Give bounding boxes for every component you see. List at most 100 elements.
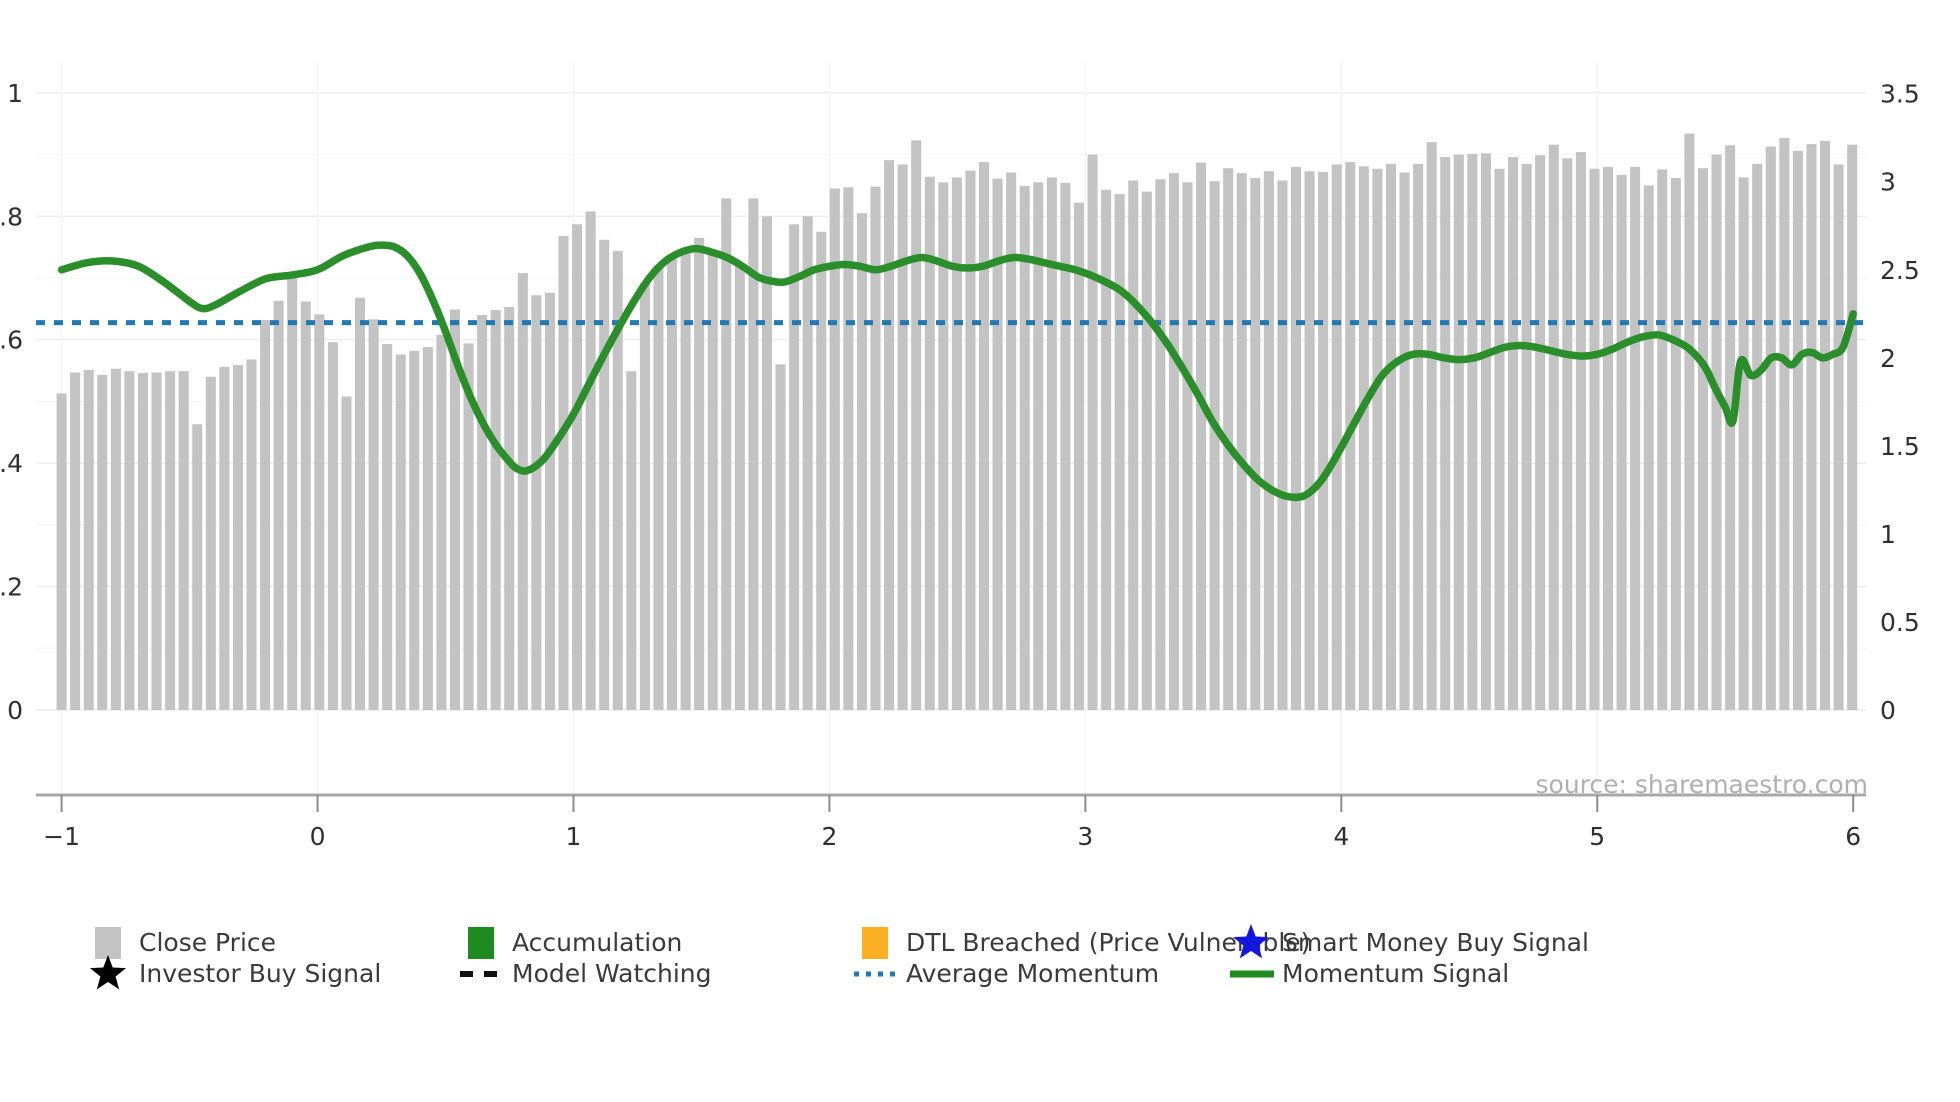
bar-close-price — [965, 170, 976, 710]
bar-close-price — [273, 300, 284, 710]
legend-item[interactable]: Model Watching — [460, 959, 712, 988]
bar-close-price — [260, 319, 271, 710]
bar-close-price — [1684, 133, 1695, 711]
bar-close-price — [422, 347, 433, 710]
bar-close-price — [599, 239, 610, 711]
legend-item[interactable]: Investor Buy Signal — [89, 955, 381, 990]
y-axis-left-tick-label: 0 — [7, 696, 23, 725]
y-axis-right-tick-label: 3.5 — [1880, 80, 1920, 109]
bar-close-price — [1399, 172, 1410, 711]
y-axis-right-tick-label: 0 — [1880, 696, 1896, 725]
bar-close-price — [287, 274, 298, 710]
legend-label: Average Momentum — [906, 959, 1159, 988]
bar-close-price — [178, 371, 189, 710]
bar-close-price — [300, 301, 311, 710]
bar-close-price — [1046, 177, 1057, 710]
bar-close-price — [1060, 182, 1071, 710]
bar-close-price — [137, 373, 149, 710]
bar-close-price — [1453, 154, 1464, 710]
bar-close-price — [436, 334, 447, 710]
bar-close-price — [1114, 194, 1125, 710]
bar-close-price — [1413, 163, 1424, 710]
bar-close-price — [1535, 155, 1546, 710]
bar-close-price — [1236, 173, 1247, 711]
bar-close-price — [1657, 169, 1668, 710]
bar-close-price — [951, 177, 962, 710]
x-axis-tick-label: −1 — [43, 822, 80, 851]
bar-close-price — [1521, 163, 1532, 710]
bar-close-price — [843, 187, 854, 710]
bar-close-price — [639, 282, 650, 710]
legend-label: Smart Money Buy Signal — [1282, 928, 1589, 957]
bar-close-price — [83, 369, 94, 710]
legend-label: Model Watching — [512, 959, 712, 988]
bar-close-price — [1277, 180, 1288, 711]
bar-close-price — [1779, 137, 1790, 710]
legend-label: Investor Buy Signal — [139, 959, 381, 988]
bar-close-price — [911, 140, 922, 710]
bar-close-price — [165, 371, 176, 710]
y-axis-right-tick-label: 3 — [1880, 168, 1896, 197]
bar-close-price — [626, 371, 637, 710]
bar-close-price — [1073, 202, 1084, 710]
star-marker-icon — [89, 955, 127, 990]
bar-close-price — [1738, 177, 1749, 710]
bar-close-price — [585, 211, 596, 710]
bar-close-price — [382, 344, 393, 710]
bar-close-price — [1168, 173, 1179, 711]
bar-close-price — [504, 307, 515, 710]
x-axis-tick-label: 6 — [1845, 822, 1861, 851]
close-price-bars — [56, 133, 1858, 711]
gridlines-layer — [36, 92, 1866, 711]
legend-item[interactable]: Close Price — [95, 927, 276, 959]
bar-close-price — [667, 256, 678, 710]
bar-close-price — [721, 198, 732, 710]
bar-close-price — [884, 160, 895, 710]
bar-close-price — [1426, 142, 1437, 711]
bar-close-price — [1548, 144, 1559, 710]
legend-item[interactable]: Smart Money Buy Signal — [1232, 924, 1589, 959]
y-axis-right-tick-label: 2 — [1880, 344, 1896, 373]
bar-close-price — [1711, 154, 1722, 710]
bar-close-price — [1847, 144, 1858, 710]
bar-close-price — [1141, 191, 1152, 711]
bar-close-price — [1467, 153, 1478, 710]
bar-close-price — [1304, 171, 1315, 711]
y-axis-right-tick-label: 0.5 — [1880, 608, 1920, 637]
square-swatch-icon — [862, 927, 888, 959]
momentum-signal-path — [57, 241, 1857, 502]
bar-close-price — [1006, 172, 1017, 711]
bar-close-price — [1087, 154, 1098, 710]
bar-close-price — [192, 424, 203, 710]
bar-close-price — [938, 182, 949, 711]
legend-item[interactable]: Accumulation — [468, 927, 682, 959]
momentum-signal-line — [57, 241, 1857, 502]
bar-close-price — [1440, 157, 1451, 711]
bar-close-price — [1806, 144, 1817, 710]
bar-close-price — [327, 342, 338, 710]
bar-close-price — [1616, 174, 1627, 710]
bar-close-price — [1602, 166, 1614, 710]
x-axis-tick-label: 3 — [1077, 822, 1093, 851]
bar-close-price — [517, 273, 528, 710]
bar-close-price — [1318, 171, 1329, 711]
bar-close-price — [341, 396, 352, 710]
y-axis-right-tick-label: 2.5 — [1880, 256, 1920, 285]
bar-close-price — [1372, 168, 1383, 710]
x-axis-tick-label: 2 — [821, 822, 837, 851]
bar-close-price — [694, 237, 705, 710]
bar-close-price — [1101, 189, 1112, 710]
y-axis-left-tick-label: 1 — [7, 79, 23, 108]
bar-close-price — [1290, 166, 1302, 710]
bar-close-price — [897, 164, 908, 710]
bar-close-price — [1331, 164, 1342, 710]
bar-close-price — [558, 236, 569, 710]
bar-close-price — [246, 359, 257, 710]
chart-legend: Close Price Accumulation DTL Breached (Pri… — [89, 924, 1589, 990]
bar-close-price — [1792, 150, 1803, 710]
legend-item[interactable]: Momentum Signal — [1230, 959, 1509, 988]
y-axis-left-tick-label: 0.8 — [0, 202, 23, 231]
legend-item[interactable]: Average Momentum — [854, 959, 1159, 988]
legend-label: Momentum Signal — [1282, 959, 1509, 988]
